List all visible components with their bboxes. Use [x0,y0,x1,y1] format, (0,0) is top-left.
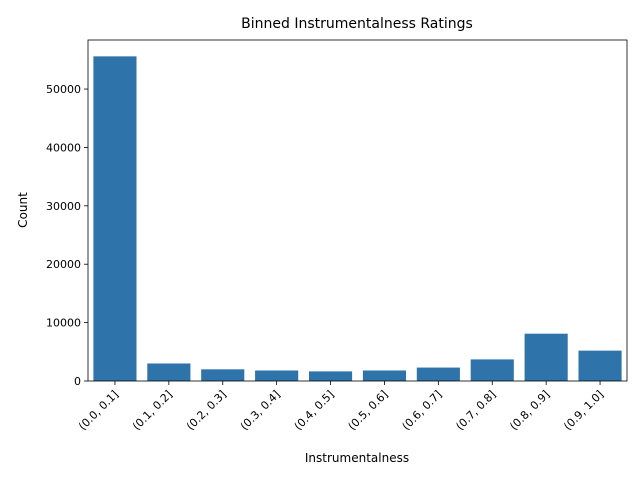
bar [147,363,191,381]
y-tick-label: 20000 [46,258,81,271]
bar [201,369,245,381]
y-tick-label: 0 [74,375,81,388]
y-tick-label: 10000 [46,317,81,330]
x-tick-label: (0.1, 0.2] [130,388,175,433]
x-tick-label: (0.3, 0.4] [238,388,283,433]
x-axis-label: Instrumentalness [305,451,409,465]
x-tick-label: (0.4, 0.5] [292,388,337,433]
x-tick-label: (0.9, 1.0] [561,388,606,433]
bar [255,370,299,381]
bar [308,371,353,381]
x-tick-label: (0.0, 0.1] [76,388,121,433]
bar [470,359,514,381]
x-tick-label: (0.2, 0.3] [184,388,229,433]
chart-title: Binned Instrumentalness Ratings [241,16,473,32]
bar [93,56,137,381]
x-tick-label: (0.8, 0.9] [507,388,552,433]
y-axis-label: Count [16,192,30,228]
bar [524,333,568,381]
y-tick-label: 50000 [46,83,81,96]
bar [578,350,622,381]
x-tick-label: (0.7, 0.8] [453,388,498,433]
x-axis: (0.0, 0.1] (0.1, 0.2] (0.2, 0.3] (0.3, 0.4]… [76,381,606,433]
bar [416,367,460,381]
bar [362,370,407,381]
x-tick-label: (0.6, 0.7] [400,388,445,433]
y-axis: 0 10000 20000 30000 40000 50000 [46,83,88,388]
axes-frame [87,39,628,382]
plot-frame [87,39,628,382]
bars-layer [93,56,622,381]
y-tick-label: 30000 [46,200,81,213]
x-tick-label: (0.5, 0.6] [346,388,391,433]
y-tick-label: 40000 [46,141,81,154]
